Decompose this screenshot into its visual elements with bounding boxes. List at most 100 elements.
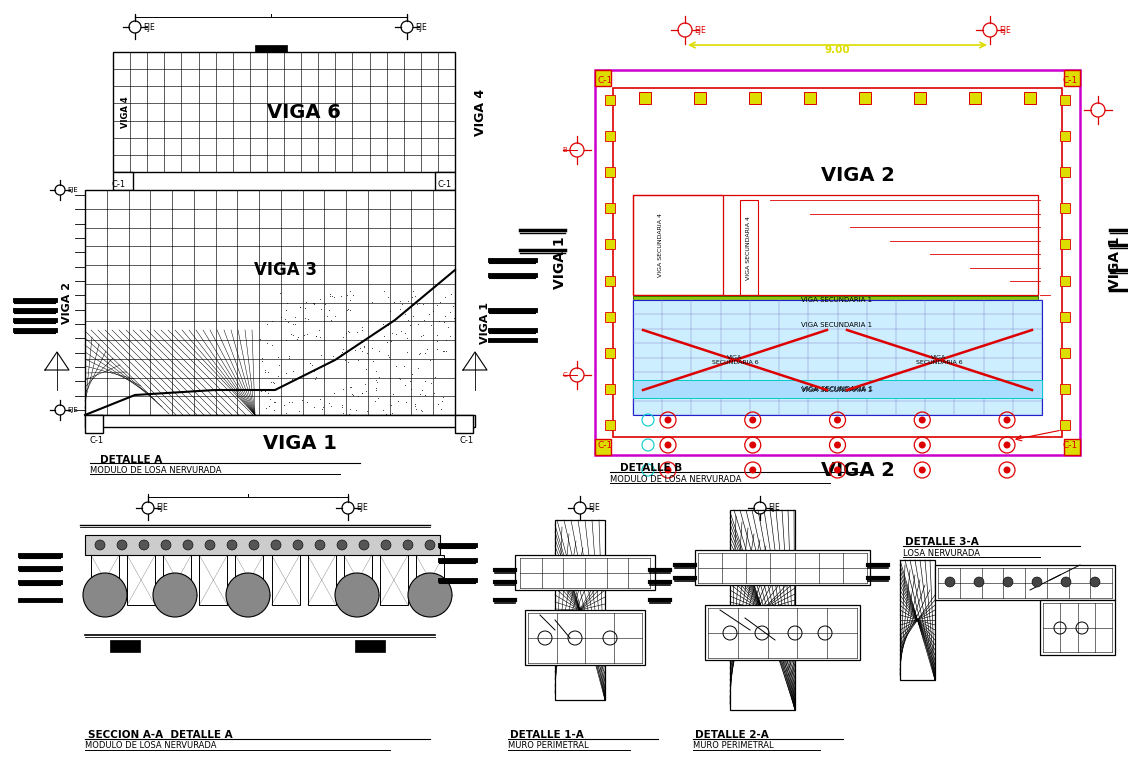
Bar	[633, 380, 1042, 398]
Point	[287, 311, 305, 323]
Point	[276, 333, 294, 346]
Point	[373, 404, 391, 416]
Point	[378, 336, 396, 348]
Text: VIGA 2: VIGA 2	[820, 165, 895, 185]
Circle shape	[83, 573, 127, 617]
Circle shape	[1003, 577, 1013, 587]
Point	[326, 309, 344, 322]
Text: VIGA SECUNDARIA 1: VIGA SECUNDARIA 1	[801, 322, 872, 328]
Text: EJE: EJE	[356, 503, 368, 513]
Point	[390, 372, 408, 384]
Circle shape	[337, 540, 347, 550]
Bar	[1060, 276, 1070, 286]
Circle shape	[1004, 442, 1011, 449]
Point	[384, 407, 402, 419]
Point	[298, 327, 316, 340]
Point	[438, 345, 456, 358]
Point	[395, 359, 413, 372]
Point	[315, 400, 333, 413]
Text: B: B	[563, 147, 567, 153]
Point	[413, 404, 431, 416]
Point	[332, 349, 350, 361]
Point	[262, 393, 280, 405]
Bar	[1060, 312, 1070, 322]
Point	[421, 354, 439, 366]
Point	[434, 344, 452, 357]
Circle shape	[161, 540, 171, 550]
Point	[406, 400, 424, 412]
Point	[403, 291, 421, 303]
Point	[333, 398, 351, 411]
Bar	[860, 92, 871, 104]
Bar	[705, 605, 860, 660]
Circle shape	[95, 540, 105, 550]
Point	[413, 384, 431, 397]
Point	[411, 347, 429, 359]
Point	[374, 284, 393, 297]
Bar	[272, 555, 300, 605]
Point	[368, 375, 386, 388]
Point	[364, 355, 382, 368]
Point	[397, 332, 415, 344]
Circle shape	[226, 573, 270, 617]
Point	[435, 309, 453, 322]
Text: VIGA 2: VIGA 2	[62, 281, 72, 323]
Point	[407, 298, 425, 311]
Bar	[900, 560, 935, 680]
Text: DETALLE 3-A: DETALLE 3-A	[905, 537, 979, 547]
Point	[257, 402, 275, 414]
Point	[323, 400, 341, 413]
Point	[323, 354, 341, 367]
Point	[320, 287, 338, 300]
Bar	[914, 92, 926, 104]
Text: C-1: C-1	[1063, 76, 1077, 84]
Point	[356, 378, 374, 390]
Point	[408, 362, 426, 375]
Point	[340, 325, 358, 337]
Point	[414, 298, 432, 310]
Text: C-1: C-1	[1063, 440, 1077, 449]
Point	[309, 323, 327, 336]
Circle shape	[359, 540, 369, 550]
Text: C-1: C-1	[90, 435, 104, 445]
Circle shape	[749, 417, 756, 424]
Point	[292, 393, 310, 406]
Point	[263, 338, 281, 351]
Bar	[749, 92, 761, 104]
Point	[280, 315, 298, 328]
Text: SECCION A-A  DETALLE A: SECCION A-A DETALLE A	[88, 730, 232, 740]
Point	[284, 329, 302, 341]
Point	[435, 344, 453, 357]
Point	[382, 335, 400, 347]
Point	[338, 289, 356, 301]
Text: VIGA 4: VIGA 4	[474, 89, 486, 136]
Circle shape	[335, 573, 379, 617]
Bar	[1040, 600, 1114, 655]
Point	[340, 302, 358, 315]
Point	[351, 342, 369, 354]
Point	[341, 326, 359, 338]
Point	[265, 396, 283, 408]
Text: VIGA SECUNDARIA 1: VIGA SECUNDARIA 1	[802, 386, 873, 392]
Point	[429, 329, 447, 341]
Point	[430, 315, 448, 327]
Bar	[605, 420, 615, 430]
Bar	[633, 195, 1038, 295]
Point	[411, 297, 429, 309]
Point	[290, 405, 308, 418]
Point	[434, 391, 452, 404]
Point	[356, 362, 374, 375]
Point	[324, 350, 342, 362]
Bar	[111, 640, 140, 652]
Point	[370, 345, 388, 358]
Point	[311, 293, 329, 305]
Point	[379, 291, 397, 303]
Text: VIGA SECUNDARIA 1: VIGA SECUNDARIA 1	[801, 387, 872, 393]
Text: VIGA
SECUNDARIA 6: VIGA SECUNDARIA 6	[712, 354, 758, 365]
Text: VIGA 1: VIGA 1	[263, 433, 337, 453]
Point	[353, 324, 371, 337]
Point	[325, 386, 343, 399]
Text: LOSA NERVURADA: LOSA NERVURADA	[904, 548, 980, 558]
Point	[253, 351, 271, 364]
Point	[406, 291, 424, 303]
